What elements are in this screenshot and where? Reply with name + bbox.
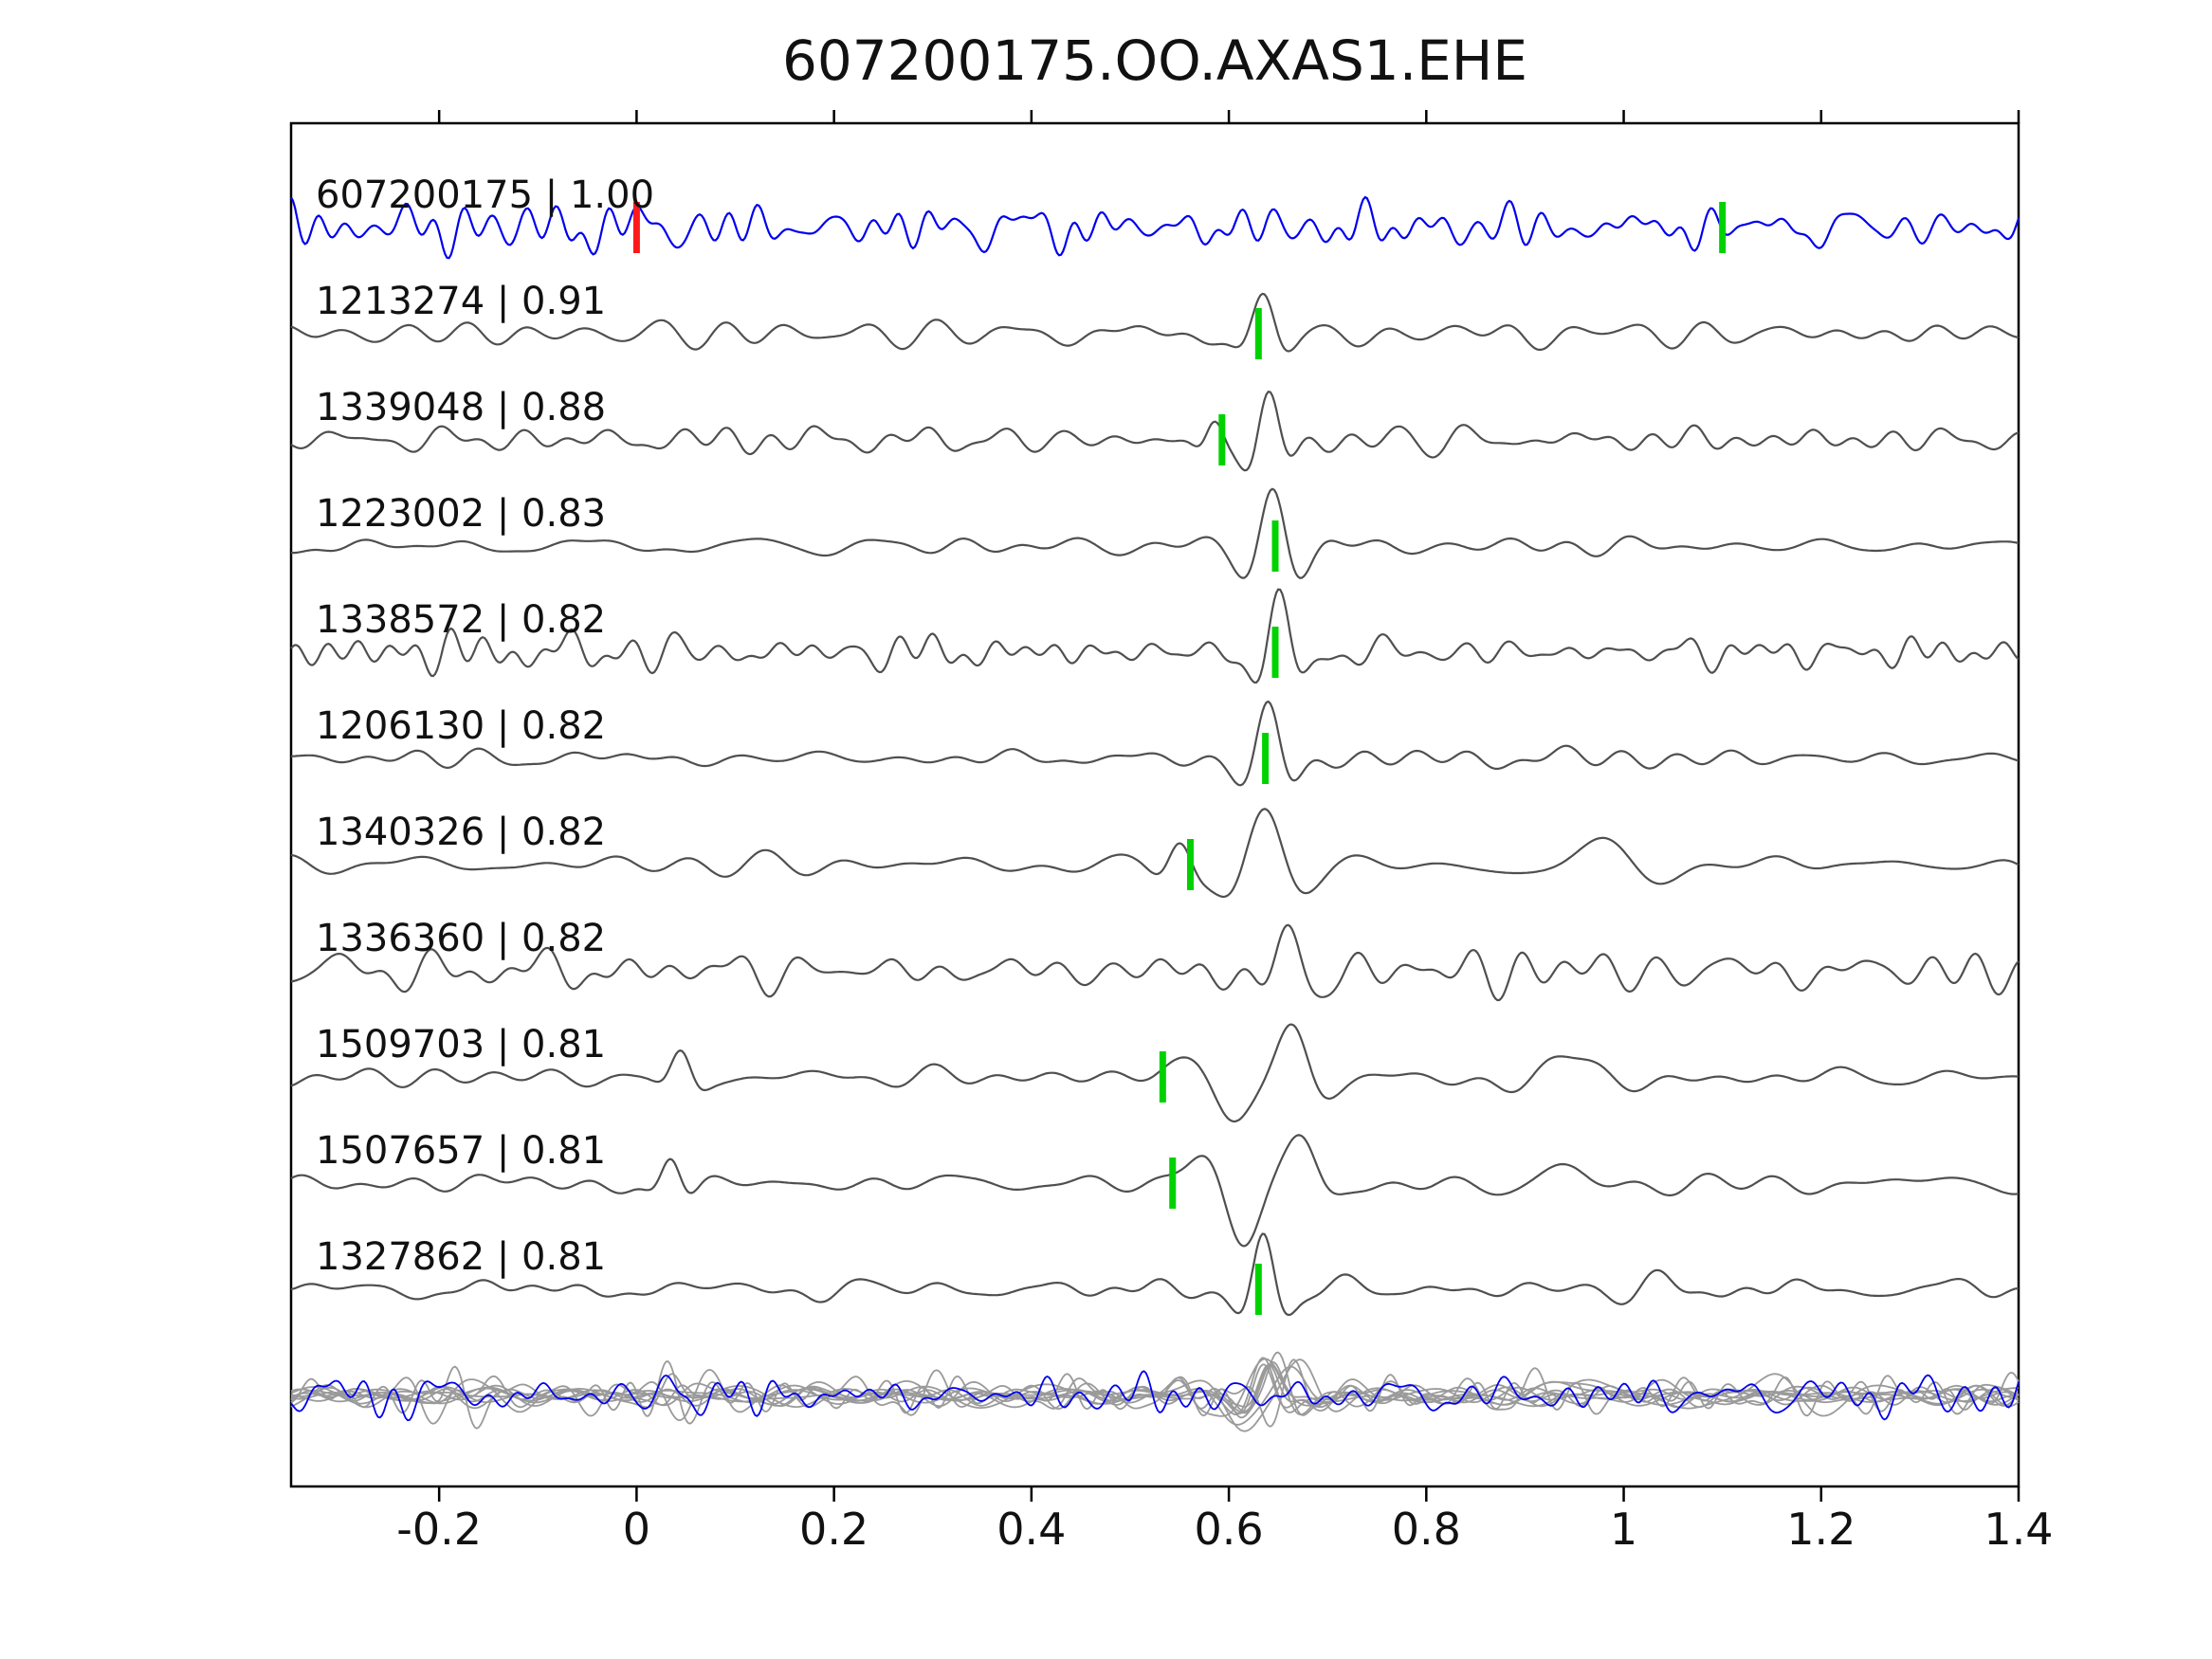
trace-label: 1338572 | 0.82 bbox=[316, 598, 607, 642]
x-tick-label: 0.8 bbox=[1391, 1504, 1461, 1555]
trace-1223002 bbox=[290, 487, 2020, 579]
pick-mark-1327862 bbox=[1254, 1264, 1262, 1315]
x-tick-label: -0.2 bbox=[396, 1504, 483, 1555]
pick-mark-1223002 bbox=[1271, 520, 1279, 572]
plot-title: 607200175.OO.AXAS1.EHE bbox=[781, 28, 1528, 93]
x-tick-label: 0.4 bbox=[996, 1504, 1067, 1555]
trace-label: 1339048 | 0.88 bbox=[316, 386, 607, 429]
pick-mark-1338572 bbox=[1271, 627, 1279, 678]
pick-mark-1509703 bbox=[1159, 1051, 1166, 1103]
trace-1340326 bbox=[290, 808, 2020, 899]
trace-label: 1336360 | 0.82 bbox=[316, 917, 607, 960]
overlay-trace-1213274 bbox=[290, 1357, 2020, 1416]
trace-1509703 bbox=[290, 1023, 2019, 1123]
pick-mark-607200175 bbox=[632, 202, 640, 253]
trace-1327862 bbox=[290, 1232, 2020, 1317]
overlay-trace-template bbox=[290, 1370, 2020, 1422]
trace-label: 1340326 | 0.82 bbox=[316, 811, 607, 854]
x-tick-label: 1.2 bbox=[1786, 1504, 1856, 1555]
overlay-trace-1340326 bbox=[290, 1358, 2019, 1417]
pick-mark-1339048 bbox=[1218, 414, 1226, 465]
trace-label: 1213274 | 0.91 bbox=[316, 280, 607, 323]
trace-1213274 bbox=[290, 292, 2020, 353]
pick-mark-1340326 bbox=[1186, 839, 1194, 890]
trace-label: 1509703 | 0.81 bbox=[316, 1023, 607, 1066]
trace-label: 1507657 | 0.81 bbox=[316, 1129, 607, 1173]
x-tick-label: 0 bbox=[622, 1504, 651, 1555]
x-tick-label: 1.4 bbox=[1983, 1504, 2054, 1555]
trace-1507657 bbox=[290, 1134, 2020, 1248]
overlay-trace-1507657 bbox=[290, 1358, 2019, 1432]
x-tick-label: 1 bbox=[1609, 1504, 1638, 1555]
trace-1338572 bbox=[290, 588, 2020, 684]
pick-mark-1507657 bbox=[1169, 1158, 1177, 1209]
overlay-trace-1327862 bbox=[290, 1363, 2020, 1415]
trace-1336360 bbox=[290, 923, 2020, 1002]
trace-label: 1206130 | 0.82 bbox=[316, 704, 607, 748]
pick-mark-1213274 bbox=[1254, 308, 1262, 359]
trace-label: 1327862 | 0.81 bbox=[316, 1235, 607, 1279]
trace-1206130 bbox=[290, 700, 2020, 787]
pick-mark-607200175 bbox=[1719, 202, 1727, 253]
trace-label: 1223002 | 0.83 bbox=[316, 492, 607, 536]
pick-mark-1206130 bbox=[1262, 733, 1270, 784]
x-tick-label: 0.6 bbox=[1194, 1504, 1264, 1555]
trace-1339048 bbox=[290, 390, 2020, 472]
x-tick-label: 0.2 bbox=[799, 1504, 869, 1555]
overlay-trace-1509703 bbox=[290, 1365, 2020, 1426]
trace-607200175 bbox=[290, 195, 2020, 260]
trace-label: 607200175 | 1.00 bbox=[316, 173, 655, 217]
